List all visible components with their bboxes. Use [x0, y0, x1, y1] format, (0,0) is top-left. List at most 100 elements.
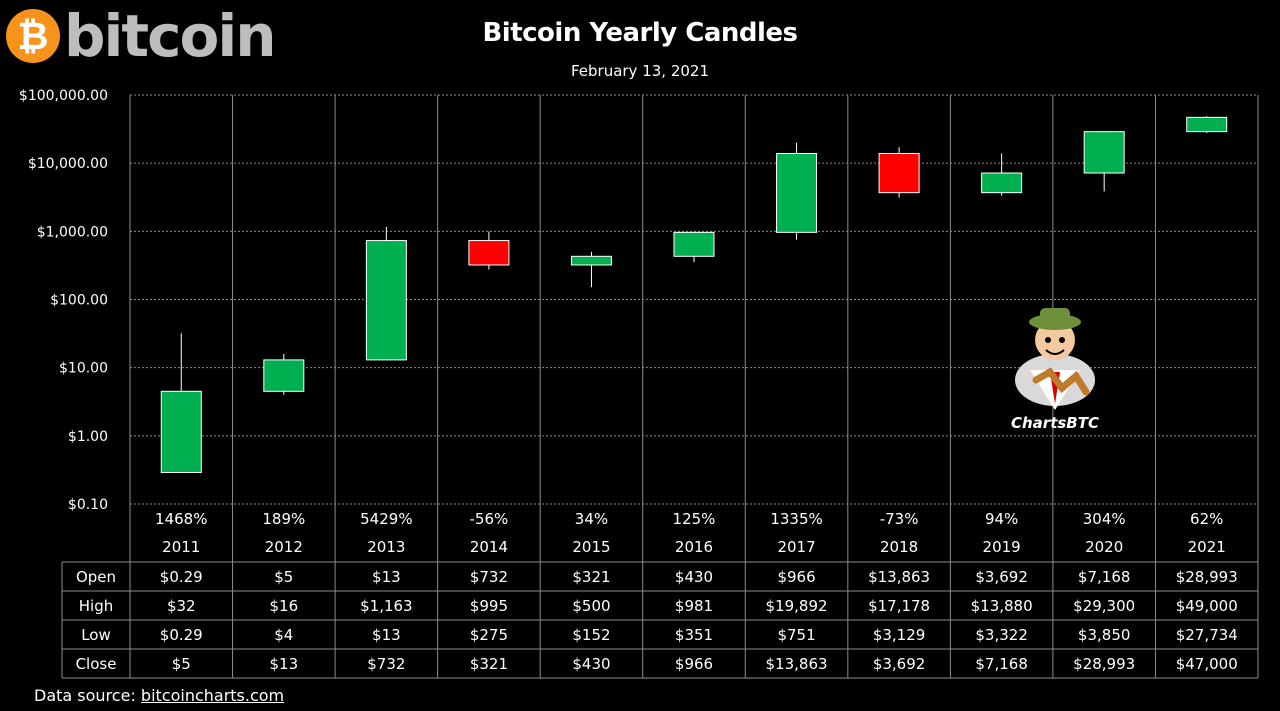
change-label: 1335% — [770, 510, 822, 528]
candle-body — [570, 255, 612, 266]
table-cell: $49,000 — [1176, 597, 1238, 615]
chart-title: Bitcoin Yearly Candles — [482, 18, 798, 48]
table-cell: $13,880 — [971, 597, 1033, 615]
year-label: 2012 — [265, 538, 303, 556]
table-cell: $500 — [572, 597, 610, 615]
table-cell: $751 — [777, 626, 815, 644]
candle-body — [1083, 131, 1125, 174]
table-cell: $19,892 — [766, 597, 828, 615]
table-cell: $152 — [572, 626, 610, 644]
change-label: 189% — [262, 510, 305, 528]
table-cell: $0.29 — [160, 626, 203, 644]
year-label: 2017 — [777, 538, 815, 556]
change-label: 125% — [673, 510, 716, 528]
table-cell: $7,168 — [1078, 568, 1131, 586]
table-cell: $13 — [372, 568, 401, 586]
table-cell: $3,692 — [975, 568, 1028, 586]
table-cell: $16 — [269, 597, 298, 615]
table-cell: $321 — [572, 568, 610, 586]
table-cell: $28,993 — [1176, 568, 1238, 586]
data-source-link[interactable]: bitcoincharts.com — [140, 686, 285, 705]
table-cell: $0.29 — [160, 568, 203, 586]
table-cell: $275 — [470, 626, 508, 644]
candle-body — [263, 359, 305, 392]
year-label: 2015 — [572, 538, 610, 556]
table-cell: $732 — [367, 655, 405, 673]
table-cell: $28,993 — [1073, 655, 1135, 673]
data-source: Data source: bitcoincharts.com — [34, 686, 284, 705]
year-label: 2020 — [1085, 538, 1123, 556]
chart-subtitle: February 13, 2021 — [570, 62, 710, 80]
candle-body — [981, 172, 1023, 194]
table-cell: $13,863 — [868, 568, 930, 586]
chartsbtc-label: ChartsBTC — [1011, 414, 1099, 432]
change-label: -56% — [470, 510, 509, 528]
y-tick-label: $10,000.00 — [28, 156, 108, 172]
candle-body — [468, 240, 510, 266]
year-label: 2014 — [470, 538, 508, 556]
candle-body — [878, 152, 920, 194]
table-cell: $321 — [470, 655, 508, 673]
candle-body — [673, 231, 715, 257]
year-label: 2011 — [162, 538, 200, 556]
change-label: 1468% — [155, 510, 207, 528]
table-cell: $3,692 — [873, 655, 926, 673]
candle-body — [776, 152, 818, 233]
table-cell: $13 — [269, 655, 298, 673]
table-cell: $47,000 — [1176, 655, 1238, 673]
table-cell: $3,850 — [1078, 626, 1131, 644]
table-cell: $32 — [167, 597, 196, 615]
y-tick-label: $0.10 — [68, 497, 108, 513]
table-cell: $13,863 — [766, 655, 828, 673]
year-label: 2021 — [1188, 538, 1226, 556]
y-tick-label: $1.00 — [68, 429, 108, 445]
table-row-label: Low — [81, 626, 111, 644]
table-cell: $732 — [470, 568, 508, 586]
table-row-label: Close — [76, 655, 117, 673]
candle-body — [160, 390, 202, 473]
table-cell: $5 — [172, 655, 191, 673]
table-cell: $3,129 — [873, 626, 926, 644]
table-cell: $995 — [470, 597, 508, 615]
change-label: 304% — [1083, 510, 1126, 528]
chartsbtc-watermark: ChartsBTC — [1000, 300, 1110, 440]
year-label: 2018 — [880, 538, 918, 556]
table-cell: $27,734 — [1176, 626, 1238, 644]
year-label: 2016 — [675, 538, 713, 556]
table-cell: $4 — [274, 626, 293, 644]
table-cell: $1,163 — [360, 597, 413, 615]
change-label: 34% — [575, 510, 608, 528]
change-label: 5429% — [360, 510, 412, 528]
bitcoin-logo-text: bitcoin — [64, 2, 277, 70]
chartsbtc-mascot-icon — [1015, 308, 1095, 410]
table-row-label: High — [79, 597, 113, 615]
bitcoin-logo: ₿ bitcoin — [6, 2, 277, 70]
year-label: 2019 — [983, 538, 1021, 556]
table-cell: $966 — [675, 655, 713, 673]
y-tick-label: $100.00 — [50, 293, 108, 309]
change-label: 94% — [985, 510, 1018, 528]
y-tick-label: $100,000.00 — [19, 88, 108, 104]
year-label: 2013 — [367, 538, 405, 556]
table-cell: $351 — [675, 626, 713, 644]
bitcoin-coin-icon: ₿ — [6, 9, 60, 63]
candle-body — [365, 240, 407, 361]
table-cell: $3,322 — [975, 626, 1028, 644]
table-cell: $981 — [675, 597, 713, 615]
y-tick-label: $10.00 — [59, 361, 108, 377]
y-tick-label: $1,000.00 — [37, 224, 108, 240]
candle-body — [1186, 116, 1228, 133]
table-cell: $5 — [274, 568, 293, 586]
table-cell: $966 — [777, 568, 815, 586]
change-label: -73% — [880, 510, 919, 528]
table-cell: $29,300 — [1073, 597, 1135, 615]
table-cell: $17,178 — [868, 597, 930, 615]
table-cell: $13 — [372, 626, 401, 644]
table-row-label: Open — [76, 568, 116, 586]
change-label: 62% — [1190, 510, 1223, 528]
data-source-prefix: Data source: — [34, 686, 141, 705]
table-cell: $430 — [572, 655, 610, 673]
table-cell: $430 — [675, 568, 713, 586]
table-cell: $7,168 — [975, 655, 1028, 673]
